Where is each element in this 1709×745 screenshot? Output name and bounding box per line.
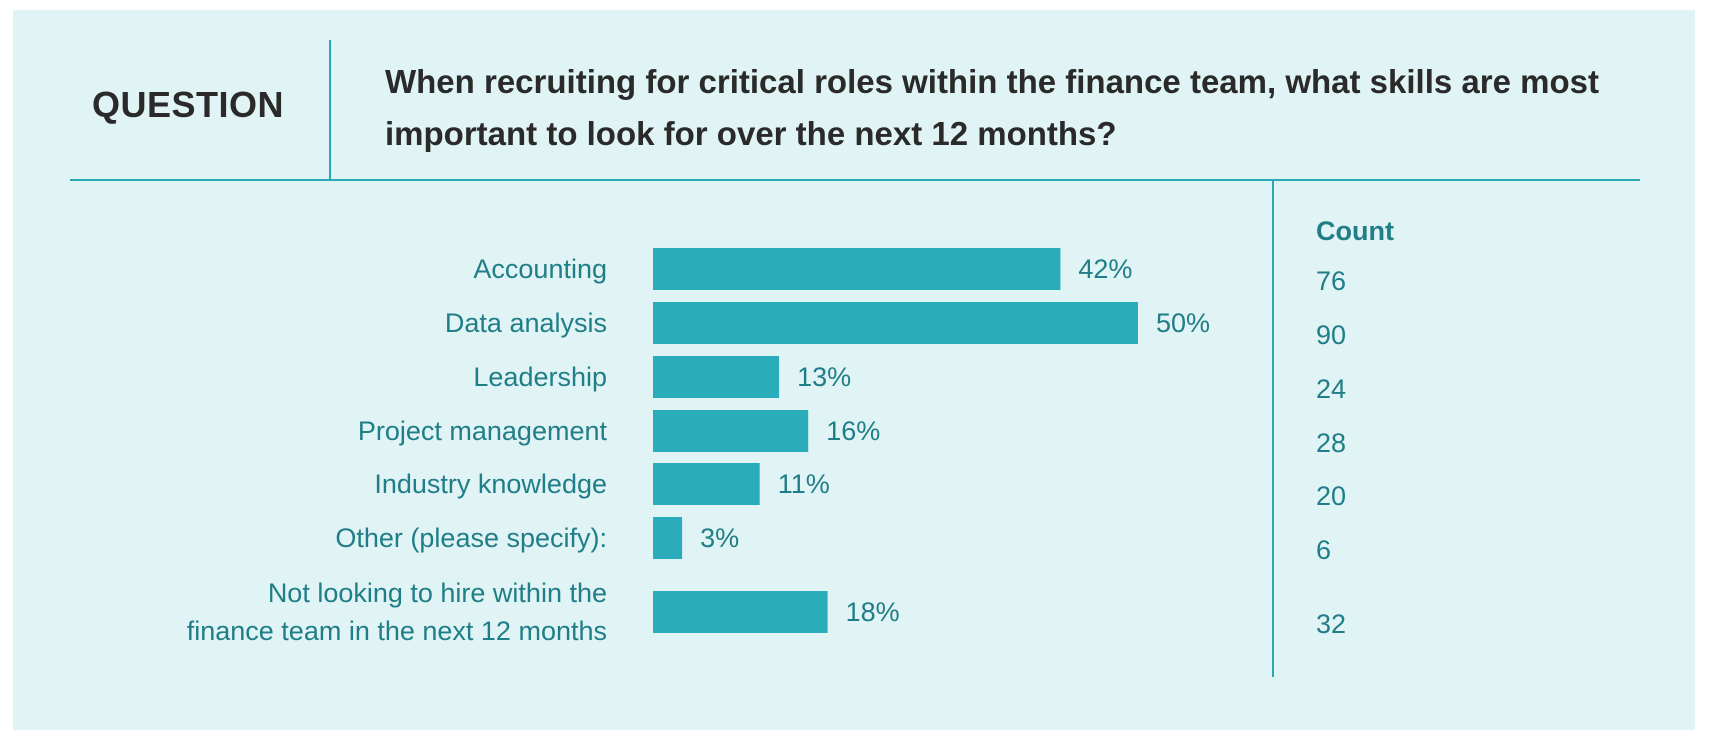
question-label: QUESTION [92,84,285,125]
count-value-4: 20 [1316,481,1346,511]
value-label-0: 42% [1078,254,1132,284]
value-label-1: 50% [1156,308,1210,338]
count-column-header: Count [1316,216,1394,246]
value-label-4: 11% [778,469,830,499]
count-value-5: 6 [1316,535,1331,565]
bar-5 [653,517,683,559]
category-label-6-line-1: finance team in the next 12 months [187,616,607,646]
bar-6 [653,591,828,633]
bar-4 [653,463,760,505]
count-value-0: 76 [1316,266,1346,296]
category-label-4: Industry knowledge [374,469,607,499]
value-label-5: 3% [700,523,739,553]
question-text: When recruiting for critical roles withi… [385,63,1599,152]
count-value-3: 28 [1316,428,1346,458]
header-divider-horizontal [70,179,1640,181]
bar-1 [653,302,1138,344]
count-value-2: 24 [1316,374,1346,404]
bar-2 [653,356,780,398]
category-label-0: Accounting [473,254,607,284]
category-label-1: Data analysis [445,308,607,338]
chart-panel [13,10,1695,730]
count-column-divider [1272,180,1274,677]
bar-0 [653,248,1061,290]
value-label-6: 18% [846,597,900,627]
category-label-2: Leadership [473,362,607,392]
value-label-2: 13% [797,362,851,392]
header-divider-vertical [329,40,331,180]
category-label-3: Project management [358,416,608,446]
count-value-6: 32 [1316,609,1346,639]
category-label-6-line-0: Not looking to hire within the [268,578,607,608]
value-label-3: 16% [826,416,880,446]
bar-3 [653,410,809,452]
category-label-5: Other (please specify): [335,523,607,553]
count-value-1: 90 [1316,320,1346,350]
